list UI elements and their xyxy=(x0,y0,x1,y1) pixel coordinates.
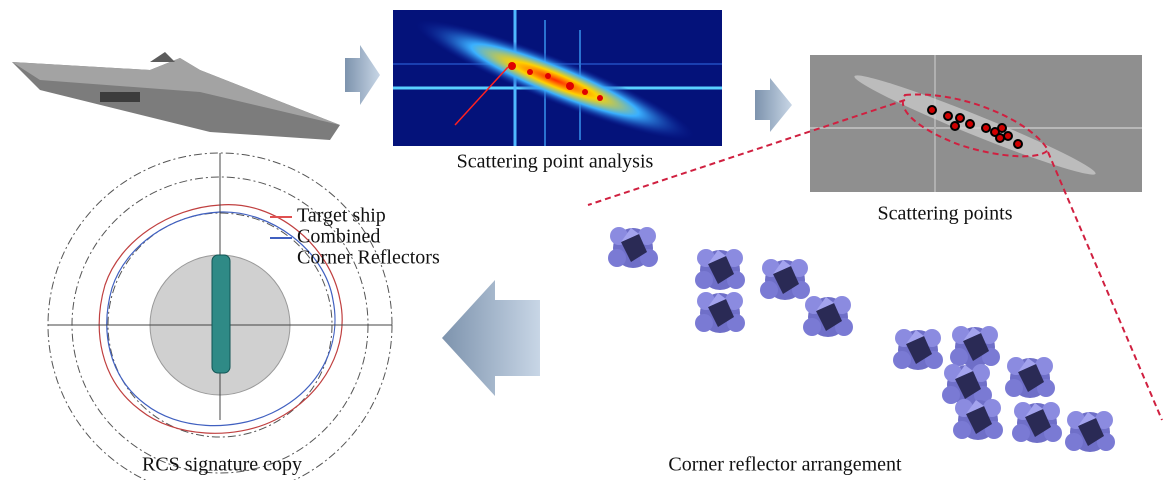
ship-model xyxy=(12,52,340,140)
reflector xyxy=(1065,411,1115,452)
reflector xyxy=(950,326,1000,367)
reflector xyxy=(953,399,1003,440)
reflector xyxy=(1005,357,1055,398)
reflector xyxy=(760,259,810,300)
reflector xyxy=(695,249,745,290)
reflector xyxy=(803,296,853,337)
caption: RCS signature copy xyxy=(142,454,302,476)
arrow xyxy=(345,45,380,105)
rcs-polar-plot xyxy=(48,153,392,480)
legend-label: Target ship xyxy=(297,205,386,227)
legend-label: Combined xyxy=(297,226,380,248)
reflector xyxy=(1012,402,1062,443)
arrow xyxy=(442,280,540,396)
arrow xyxy=(755,78,792,132)
scattering-heatmap xyxy=(393,3,722,156)
legend-label: Corner Reflectors xyxy=(297,247,440,269)
caption: Scattering points xyxy=(878,203,1013,225)
diagram: Target ship Combined Corner Reflectors S… xyxy=(0,0,1168,480)
caption: Corner reflector arrangement xyxy=(668,454,902,476)
reflector xyxy=(942,364,992,405)
corner-reflectors xyxy=(608,227,1115,452)
caption: Scattering point analysis xyxy=(457,151,654,173)
leader-line xyxy=(1048,152,1162,420)
scattering-points-image xyxy=(810,55,1142,192)
reflector xyxy=(893,329,943,370)
reflector xyxy=(608,227,658,268)
reflector xyxy=(695,292,745,333)
